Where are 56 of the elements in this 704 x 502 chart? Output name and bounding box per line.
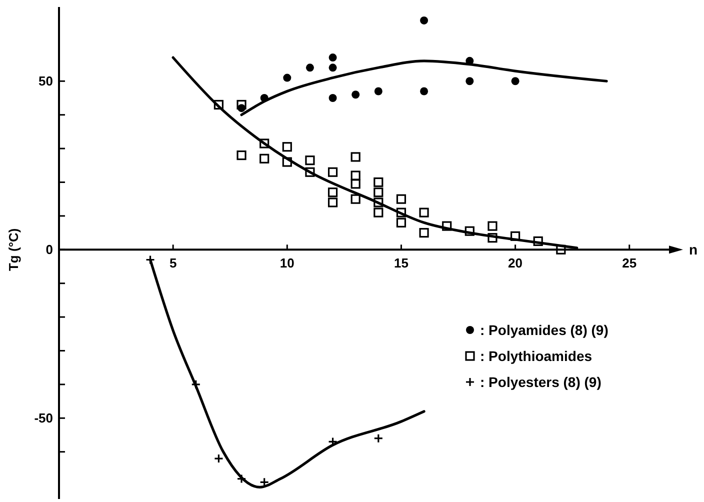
point <box>420 16 428 24</box>
point <box>374 87 382 96</box>
point <box>396 218 406 228</box>
point <box>533 236 543 246</box>
point <box>396 194 406 204</box>
point <box>419 208 429 218</box>
point <box>328 198 338 208</box>
point <box>282 142 292 152</box>
point <box>328 64 337 72</box>
x-tick-label: 20 <box>508 256 523 271</box>
y-axis-title: Tg (°C) <box>6 228 21 272</box>
legend-label: : Polyamides (8) (9) <box>480 322 608 338</box>
point <box>420 87 428 96</box>
point <box>350 194 360 204</box>
point <box>350 170 360 180</box>
point <box>236 150 246 160</box>
point <box>488 233 498 243</box>
point <box>510 231 520 241</box>
point <box>328 188 338 198</box>
x-tick-label: 15 <box>394 256 408 271</box>
point <box>350 179 360 189</box>
point <box>466 77 474 86</box>
point <box>464 226 474 236</box>
point <box>282 157 292 167</box>
point <box>328 54 337 62</box>
x-tick-label: 10 <box>280 256 294 271</box>
point <box>374 177 384 188</box>
y-tick-label: 50 <box>38 74 53 89</box>
point <box>260 154 270 164</box>
x-axis-title: n <box>689 242 698 258</box>
point <box>352 90 360 99</box>
point <box>374 198 384 208</box>
x-tick-label: 5 <box>169 256 177 271</box>
point <box>214 100 224 110</box>
point <box>396 208 406 218</box>
point <box>305 156 315 166</box>
point <box>236 100 246 110</box>
point <box>260 138 270 148</box>
point <box>419 228 429 238</box>
x-tick-label: 25 <box>622 256 637 271</box>
point <box>350 152 360 162</box>
point <box>374 188 384 198</box>
point <box>442 221 452 231</box>
point <box>374 208 384 218</box>
y-tick-label: -50 <box>34 410 53 426</box>
line-series <box>148 258 426 489</box>
point <box>306 64 314 72</box>
point <box>511 77 520 86</box>
y-tick-label: 0 <box>46 242 53 258</box>
legend-label: : Polyesters (8) (9) <box>480 374 602 390</box>
point <box>305 167 315 177</box>
point <box>328 167 338 177</box>
point <box>488 221 498 231</box>
point <box>328 94 337 102</box>
legend-label: : Polythioamides <box>480 348 592 364</box>
point <box>283 74 292 82</box>
